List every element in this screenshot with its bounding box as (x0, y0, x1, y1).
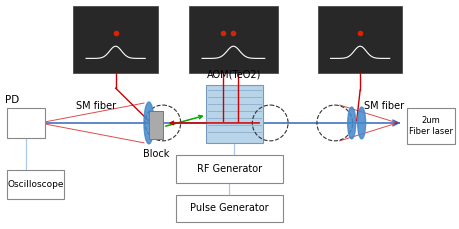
Bar (7, 108, 45, 138)
Bar (73, 6, 158, 73)
Bar (189, 6, 278, 73)
Text: RF Generator: RF Generator (197, 164, 262, 174)
Text: Oscilloscope: Oscilloscope (7, 180, 64, 189)
Text: SM fiber: SM fiber (364, 101, 404, 111)
Bar (318, 6, 403, 73)
Bar (176, 194, 283, 222)
Text: PD: PD (5, 95, 19, 105)
Ellipse shape (144, 102, 154, 144)
Text: 2um
Fiber laser: 2um Fiber laser (409, 116, 453, 136)
Text: AOM(TeO2): AOM(TeO2) (207, 69, 262, 79)
Ellipse shape (348, 107, 356, 139)
Ellipse shape (358, 107, 366, 139)
Text: SM fiber: SM fiber (76, 101, 116, 111)
Bar (407, 108, 455, 144)
Bar (206, 85, 263, 143)
Text: Block: Block (143, 149, 169, 159)
Bar (176, 155, 283, 183)
Text: Pulse Generator: Pulse Generator (190, 203, 269, 213)
Bar (149, 111, 163, 139)
Bar (7, 170, 64, 199)
